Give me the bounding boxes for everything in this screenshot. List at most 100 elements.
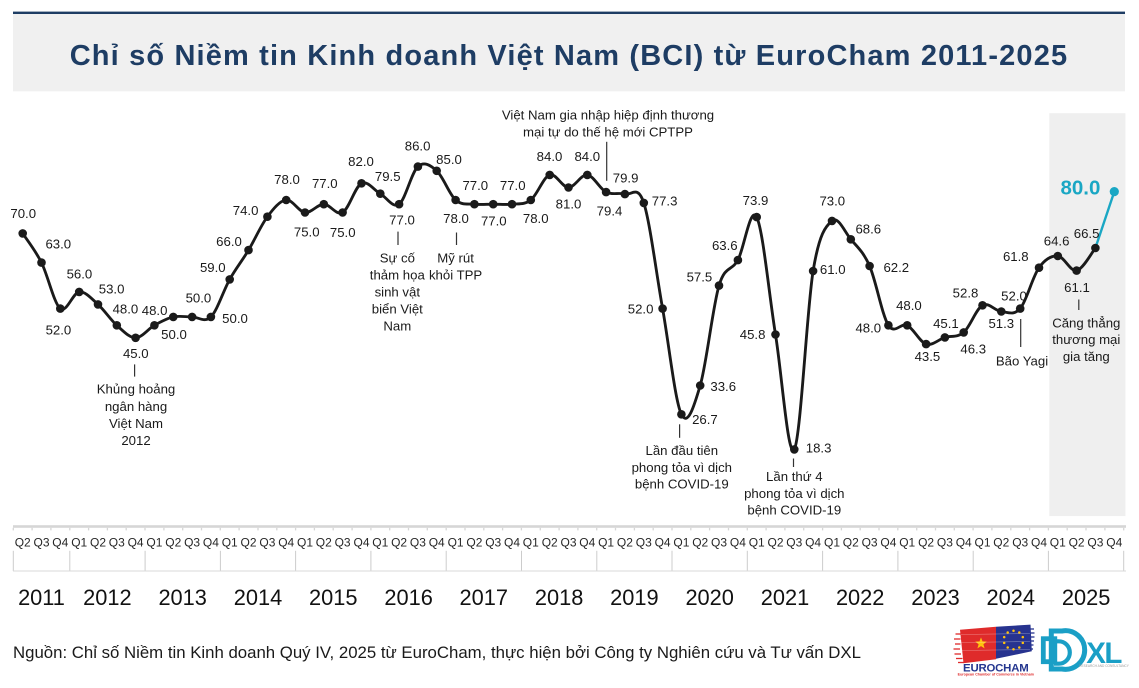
svg-text:66.5: 66.5 bbox=[1074, 226, 1100, 241]
svg-text:50.0: 50.0 bbox=[222, 311, 248, 326]
svg-text:63.6: 63.6 bbox=[712, 238, 738, 253]
svg-text:61.1: 61.1 bbox=[1064, 280, 1090, 295]
svg-text:73.9: 73.9 bbox=[743, 193, 769, 208]
svg-text:84.0: 84.0 bbox=[537, 149, 563, 164]
svg-text:2012: 2012 bbox=[121, 433, 150, 448]
svg-text:thảm họa: thảm họa bbox=[370, 268, 426, 283]
svg-text:Q4: Q4 bbox=[805, 535, 821, 549]
svg-text:48.0: 48.0 bbox=[142, 303, 168, 318]
svg-text:bệnh COVID-19: bệnh COVID-19 bbox=[635, 477, 729, 492]
svg-text:52.0: 52.0 bbox=[46, 323, 72, 338]
svg-text:Q1: Q1 bbox=[372, 535, 388, 549]
svg-text:Q3: Q3 bbox=[560, 535, 576, 549]
svg-text:48.0: 48.0 bbox=[896, 298, 922, 313]
svg-text:2023: 2023 bbox=[911, 585, 960, 610]
svg-text:81.0: 81.0 bbox=[556, 197, 582, 212]
svg-text:Q4: Q4 bbox=[880, 535, 896, 549]
svg-text:Q4: Q4 bbox=[353, 535, 369, 549]
svg-text:EUROCHAM: EUROCHAM bbox=[963, 663, 1028, 675]
svg-text:Q3: Q3 bbox=[636, 535, 652, 549]
svg-text:33.6: 33.6 bbox=[710, 379, 736, 394]
svg-text:84.0: 84.0 bbox=[574, 149, 600, 164]
svg-text:75.0: 75.0 bbox=[294, 225, 320, 240]
svg-text:Q2: Q2 bbox=[918, 535, 934, 549]
svg-text:2014: 2014 bbox=[234, 585, 283, 610]
svg-text:2024: 2024 bbox=[987, 585, 1036, 610]
svg-text:Q2: Q2 bbox=[90, 535, 106, 549]
svg-text:Q1: Q1 bbox=[146, 535, 162, 549]
svg-text:Q3: Q3 bbox=[33, 535, 49, 549]
svg-text:Q1: Q1 bbox=[222, 535, 238, 549]
svg-text:bệnh COVID-19: bệnh COVID-19 bbox=[747, 503, 841, 518]
svg-text:mại tự do thế hệ mới CPTPP: mại tự do thế hệ mới CPTPP bbox=[523, 124, 693, 139]
svg-text:70.0: 70.0 bbox=[10, 206, 36, 221]
svg-text:79.4: 79.4 bbox=[597, 204, 623, 219]
svg-text:Q1: Q1 bbox=[448, 535, 464, 549]
svg-text:2012: 2012 bbox=[83, 585, 132, 610]
svg-text:Việt Nam: Việt Nam bbox=[109, 416, 163, 431]
svg-text:50.0: 50.0 bbox=[186, 290, 212, 305]
svg-text:Căng thẳng: Căng thẳng bbox=[1052, 315, 1120, 330]
svg-text:Q3: Q3 bbox=[184, 535, 200, 549]
svg-text:Khủng hoảng: Khủng hoảng bbox=[97, 382, 175, 397]
svg-text:48.0: 48.0 bbox=[855, 321, 881, 336]
svg-text:Q2: Q2 bbox=[843, 535, 859, 549]
svg-text:Q3: Q3 bbox=[711, 535, 727, 549]
svg-text:64.6: 64.6 bbox=[1044, 234, 1070, 249]
svg-text:2015: 2015 bbox=[309, 585, 358, 610]
svg-text:Q3: Q3 bbox=[862, 535, 878, 549]
svg-text:77.3: 77.3 bbox=[652, 193, 678, 208]
svg-text:43.5: 43.5 bbox=[915, 349, 941, 364]
svg-text:2016: 2016 bbox=[384, 585, 433, 610]
svg-text:Q3: Q3 bbox=[109, 535, 125, 549]
svg-text:59.0: 59.0 bbox=[200, 260, 226, 275]
svg-text:phong tỏa vì dịch: phong tỏa vì dịch bbox=[632, 460, 732, 475]
svg-text:Q3: Q3 bbox=[410, 535, 426, 549]
svg-text:62.2: 62.2 bbox=[883, 260, 909, 275]
svg-text:2021: 2021 bbox=[761, 585, 810, 610]
svg-text:khỏi TPP: khỏi TPP bbox=[429, 268, 482, 283]
svg-text:45.8: 45.8 bbox=[740, 327, 766, 342]
svg-text:Q1: Q1 bbox=[899, 535, 915, 549]
svg-text:45.0: 45.0 bbox=[123, 346, 149, 361]
svg-text:2018: 2018 bbox=[535, 585, 584, 610]
svg-text:Q4: Q4 bbox=[730, 535, 746, 549]
svg-text:85.0: 85.0 bbox=[436, 152, 462, 167]
svg-text:77.0: 77.0 bbox=[389, 213, 415, 228]
svg-text:2020: 2020 bbox=[685, 585, 734, 610]
svg-text:Q2: Q2 bbox=[165, 535, 181, 549]
svg-text:56.0: 56.0 bbox=[67, 267, 93, 282]
svg-text:Q2: Q2 bbox=[316, 535, 332, 549]
svg-text:Chỉ số Niềm tin Kinh doanh Việ: Chỉ số Niềm tin Kinh doanh Việt Nam (BCI… bbox=[70, 40, 1069, 72]
svg-text:57.5: 57.5 bbox=[687, 270, 713, 285]
svg-text:ngân hàng: ngân hàng bbox=[105, 399, 167, 414]
svg-text:Q2: Q2 bbox=[542, 535, 558, 549]
svg-text:61.0: 61.0 bbox=[820, 262, 846, 277]
svg-text:gia tăng: gia tăng bbox=[1063, 349, 1110, 364]
svg-text:86.0: 86.0 bbox=[405, 139, 431, 154]
svg-text:Q2: Q2 bbox=[391, 535, 407, 549]
svg-text:Q3: Q3 bbox=[937, 535, 953, 549]
svg-text:2011: 2011 bbox=[18, 585, 65, 610]
svg-text:2017: 2017 bbox=[460, 585, 509, 610]
svg-text:78.0: 78.0 bbox=[274, 172, 300, 187]
svg-text:79.9: 79.9 bbox=[613, 171, 639, 186]
svg-text:Q4: Q4 bbox=[1031, 535, 1047, 549]
svg-text:Q2: Q2 bbox=[240, 535, 256, 549]
svg-text:Q4: Q4 bbox=[278, 535, 294, 549]
svg-text:68.6: 68.6 bbox=[855, 221, 881, 236]
svg-text:Q2: Q2 bbox=[15, 535, 31, 549]
svg-text:77.0: 77.0 bbox=[500, 178, 526, 193]
svg-text:61.8: 61.8 bbox=[1003, 249, 1029, 264]
svg-text:79.5: 79.5 bbox=[375, 169, 401, 184]
svg-text:European Chamber of Commerce i: European Chamber of Commerce in Vietnam bbox=[958, 673, 1034, 677]
svg-text:Sự cố: Sự cố bbox=[380, 251, 416, 266]
svg-text:46.3: 46.3 bbox=[960, 342, 986, 357]
svg-text:Q4: Q4 bbox=[504, 535, 520, 549]
svg-text:2022: 2022 bbox=[836, 585, 885, 610]
svg-text:Q3: Q3 bbox=[1012, 535, 1028, 549]
svg-text:Q1: Q1 bbox=[523, 535, 539, 549]
svg-text:Lần đầu tiên: Lần đầu tiên bbox=[645, 443, 718, 458]
svg-text:77.0: 77.0 bbox=[312, 176, 338, 191]
svg-text:53.0: 53.0 bbox=[99, 282, 125, 297]
